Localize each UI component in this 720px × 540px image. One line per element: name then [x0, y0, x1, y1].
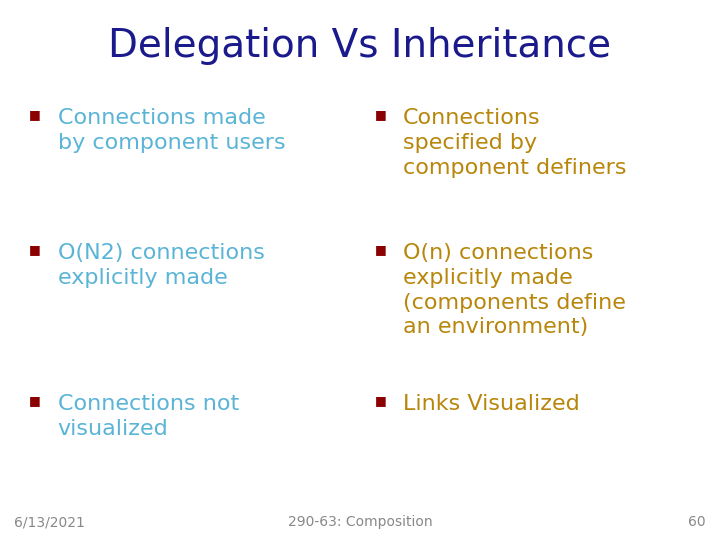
Text: Delegation Vs Inheritance: Delegation Vs Inheritance: [109, 27, 611, 65]
Text: ■: ■: [29, 108, 40, 121]
Text: ■: ■: [374, 243, 386, 256]
Text: O(N2) connections
explicitly made: O(N2) connections explicitly made: [58, 243, 264, 288]
Text: 60: 60: [688, 515, 706, 529]
Text: 290-63: Composition: 290-63: Composition: [288, 515, 432, 529]
Text: Links Visualized: Links Visualized: [403, 394, 580, 414]
Text: ■: ■: [374, 394, 386, 407]
Text: Connections not
visualized: Connections not visualized: [58, 394, 239, 439]
Text: Connections made
by component users: Connections made by component users: [58, 108, 285, 153]
Text: ■: ■: [374, 108, 386, 121]
Text: 6/13/2021: 6/13/2021: [14, 515, 85, 529]
Text: ■: ■: [29, 394, 40, 407]
Text: ■: ■: [29, 243, 40, 256]
Text: Connections
specified by
component definers: Connections specified by component defin…: [403, 108, 626, 178]
Text: O(n) connections
explicitly made
(components define
an environment): O(n) connections explicitly made (compon…: [403, 243, 626, 338]
